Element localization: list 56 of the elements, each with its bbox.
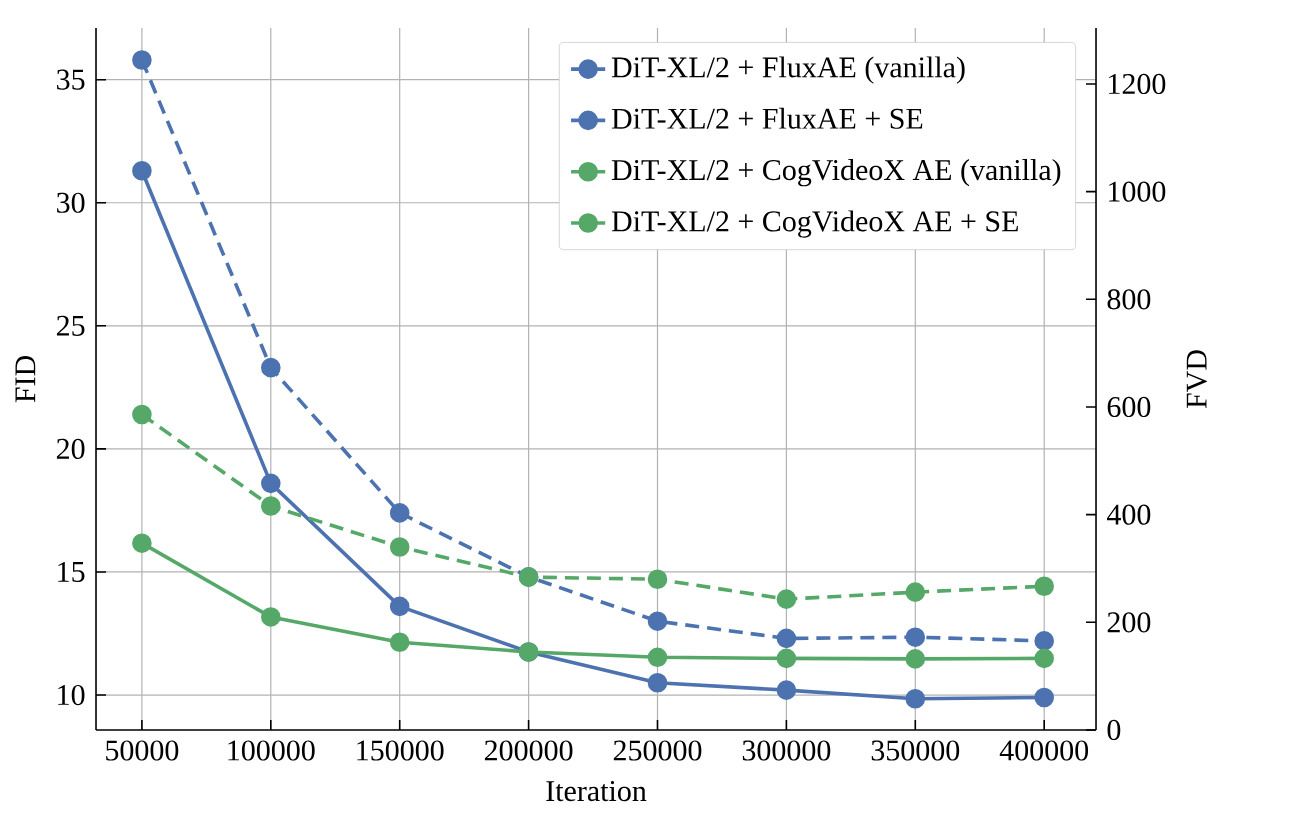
point <box>261 473 281 494</box>
legend-label: DiT-XL/2 + CogVideoX AE + SE <box>611 210 1018 238</box>
point <box>389 503 410 523</box>
y-tick-label: 20 <box>56 438 85 459</box>
y-tick-label: 30 <box>57 192 85 213</box>
y2-axis-title: FVD <box>1186 350 1207 409</box>
y2-tick-label: 200 <box>1107 612 1151 633</box>
point <box>647 611 668 631</box>
x-tick-label: 200000 <box>484 740 573 761</box>
y2-tick-label: 1000 <box>1109 181 1166 202</box>
x-tick-label: 250000 <box>613 740 702 761</box>
point <box>1034 631 1054 651</box>
point <box>905 649 926 669</box>
point <box>389 632 410 653</box>
point <box>905 627 926 647</box>
y-tick-label: 10 <box>58 684 85 706</box>
y2-tick-label: 400 <box>1107 504 1151 525</box>
y-tick-label: 35 <box>57 69 85 90</box>
x-axis-title: Iteration <box>546 781 647 802</box>
y-tick-label: 25 <box>56 315 85 336</box>
point <box>776 680 797 700</box>
y-axis-title: FID <box>15 356 36 403</box>
x-tick-label: 150000 <box>357 740 444 761</box>
legend-label: DiT-XL/2 + CogVideoX AE (vanilla) <box>611 159 1061 187</box>
y2-tick-label: 600 <box>1107 396 1151 418</box>
point <box>1034 687 1054 708</box>
point <box>1034 576 1054 597</box>
x-tick-label: 100000 <box>228 740 315 761</box>
point <box>1034 648 1054 669</box>
point <box>132 50 152 70</box>
x-tick-label: 50000 <box>106 740 179 761</box>
point <box>261 357 281 378</box>
y2-tick-label: 800 <box>1107 289 1151 310</box>
point <box>905 582 926 602</box>
point <box>905 688 926 709</box>
point <box>132 160 152 181</box>
y2-tick-label: 1200 <box>1109 73 1166 95</box>
point <box>647 569 668 590</box>
point <box>132 533 152 553</box>
x-tick-label: 400000 <box>999 740 1089 761</box>
legend-label: DiT-XL/2 + FluxAE + SE <box>611 107 923 129</box>
point <box>776 589 797 609</box>
point <box>132 404 152 425</box>
point <box>647 672 668 693</box>
x-tick-label: 300000 <box>742 740 831 761</box>
legend-label: DiT-XL/2 + FluxAE (vanilla) <box>611 56 965 84</box>
point <box>261 607 281 627</box>
point <box>389 596 410 617</box>
point <box>776 628 797 649</box>
y2-tick-label: 0 <box>1107 719 1121 741</box>
point <box>261 496 281 516</box>
x-tick-label: 350000 <box>871 740 960 761</box>
point <box>389 537 410 557</box>
point <box>647 647 668 668</box>
y-tick-label: 15 <box>58 561 85 582</box>
point <box>776 648 797 669</box>
